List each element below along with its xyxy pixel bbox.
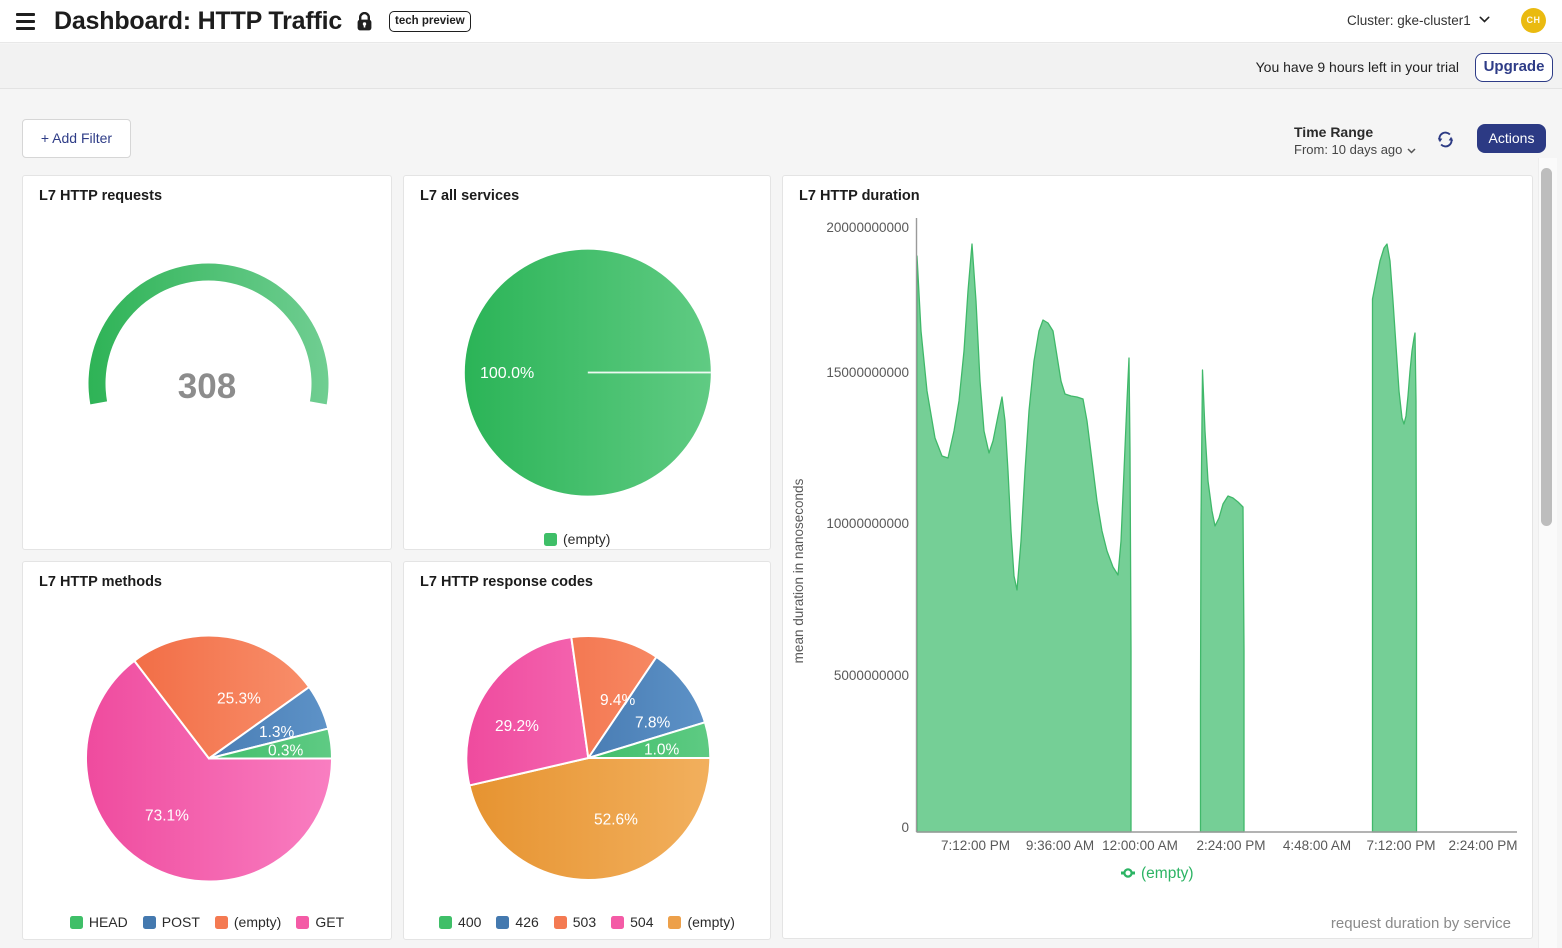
svg-text:100.0%: 100.0% — [480, 365, 534, 382]
svg-text:10000000000: 10000000000 — [826, 516, 909, 531]
svg-text:(empty): (empty) — [1141, 865, 1194, 882]
svg-text:7.8%: 7.8% — [635, 715, 671, 732]
svg-text:12:00:00 AM: 12:00:00 AM — [1102, 838, 1178, 853]
svg-text:9.4%: 9.4% — [600, 692, 636, 709]
svg-text:7:12:00 PM: 7:12:00 PM — [1366, 838, 1435, 853]
svg-text:1.3%: 1.3% — [259, 724, 295, 741]
svg-text:9:36:00 AM: 9:36:00 AM — [1026, 838, 1094, 853]
svg-text:29.2%: 29.2% — [495, 718, 539, 735]
svg-text:request duration by service: request duration by service — [1331, 915, 1511, 932]
svg-text:5000000000: 5000000000 — [834, 668, 909, 683]
svg-text:1.0%: 1.0% — [644, 742, 680, 759]
svg-text:0: 0 — [901, 820, 909, 835]
svg-text:15000000000: 15000000000 — [826, 365, 909, 380]
svg-text:2:24:00 PM: 2:24:00 PM — [1196, 838, 1265, 853]
svg-text:52.6%: 52.6% — [594, 812, 638, 829]
svg-text:25.3%: 25.3% — [217, 691, 261, 708]
svg-text:0.3%: 0.3% — [268, 743, 304, 760]
svg-text:73.1%: 73.1% — [145, 808, 189, 825]
svg-text:2:24:00 PM: 2:24:00 PM — [1448, 838, 1517, 853]
svg-text:7:12:00 PM: 7:12:00 PM — [941, 838, 1010, 853]
svg-text:20000000000: 20000000000 — [826, 220, 909, 235]
svg-text:mean duration in nanoseconds: mean duration in nanoseconds — [791, 478, 806, 663]
svg-text:4:48:00 AM: 4:48:00 AM — [1283, 838, 1351, 853]
